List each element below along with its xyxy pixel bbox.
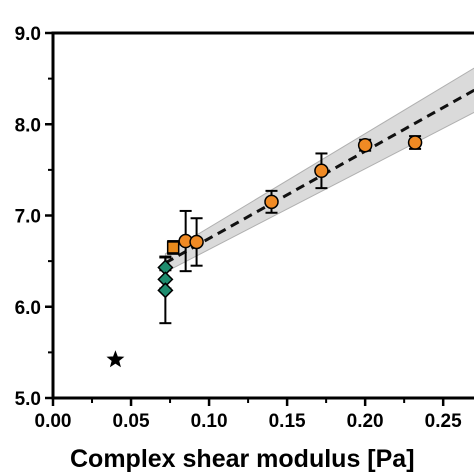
y-tick-label: 5.0 — [15, 389, 41, 410]
data-point-circle — [189, 234, 204, 250]
x-tick-label: 0.00 — [35, 411, 72, 432]
data-point-star — [106, 350, 125, 368]
y-tick-label: 7.0 — [15, 207, 41, 228]
y-axis-ticks: 5.0 6.0 7.0 8.0 9.0 — [15, 24, 53, 410]
data-point-square — [166, 241, 180, 254]
x-tick-label: 0.25 — [425, 411, 462, 432]
data-point-diamond — [157, 282, 174, 299]
x-tick-label: 0.20 — [347, 411, 384, 432]
x-tick-label: 0.15 — [269, 411, 306, 432]
y-tick-label: 6.0 — [15, 298, 41, 319]
y-tick-label: 8.0 — [15, 115, 41, 136]
data-point-circle — [407, 135, 423, 150]
data-point-circle — [357, 137, 373, 153]
data-point-circle — [314, 163, 329, 179]
x-tick-label: 0.05 — [113, 411, 150, 432]
data-point-layer — [106, 135, 423, 368]
y-tick-label: 9.0 — [15, 24, 41, 45]
x-axis-title: Complex shear modulus [Pa] — [70, 445, 415, 473]
x-axis-ticks: 0.00 0.05 0.10 0.15 0.20 0.25 — [35, 398, 462, 432]
data-point-circle — [264, 194, 279, 210]
error-bar-layer — [159, 135, 422, 325]
x-tick-label: 0.10 — [191, 411, 228, 432]
